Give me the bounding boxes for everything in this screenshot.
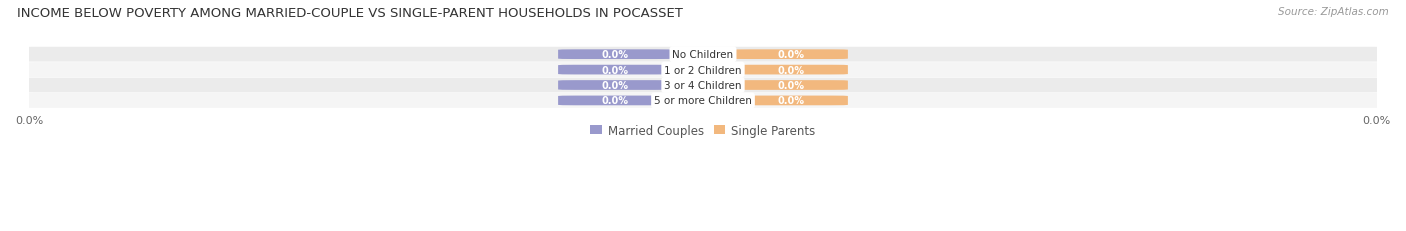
Text: No Children: No Children: [672, 50, 734, 60]
Text: 0.0%: 0.0%: [602, 50, 628, 60]
FancyBboxPatch shape: [734, 96, 848, 106]
FancyBboxPatch shape: [734, 65, 848, 75]
Legend: Married Couples, Single Parents: Married Couples, Single Parents: [588, 122, 818, 140]
Text: 0.0%: 0.0%: [778, 50, 804, 60]
FancyBboxPatch shape: [558, 96, 672, 106]
Text: 0.0%: 0.0%: [602, 96, 628, 106]
Text: 0.0%: 0.0%: [778, 81, 804, 91]
FancyBboxPatch shape: [8, 48, 1398, 62]
Text: 5 or more Children: 5 or more Children: [654, 96, 752, 106]
Text: 0.0%: 0.0%: [778, 96, 804, 106]
FancyBboxPatch shape: [734, 50, 848, 60]
Text: 0.0%: 0.0%: [602, 81, 628, 91]
Text: Source: ZipAtlas.com: Source: ZipAtlas.com: [1278, 7, 1389, 17]
Text: 0.0%: 0.0%: [778, 65, 804, 75]
Text: 1 or 2 Children: 1 or 2 Children: [664, 65, 742, 75]
FancyBboxPatch shape: [558, 50, 672, 60]
FancyBboxPatch shape: [8, 63, 1398, 78]
Text: 0.0%: 0.0%: [602, 65, 628, 75]
FancyBboxPatch shape: [8, 78, 1398, 93]
FancyBboxPatch shape: [8, 94, 1398, 108]
FancyBboxPatch shape: [558, 81, 672, 91]
Text: INCOME BELOW POVERTY AMONG MARRIED-COUPLE VS SINGLE-PARENT HOUSEHOLDS IN POCASSE: INCOME BELOW POVERTY AMONG MARRIED-COUPL…: [17, 7, 683, 20]
FancyBboxPatch shape: [734, 81, 848, 91]
Text: 3 or 4 Children: 3 or 4 Children: [664, 81, 742, 91]
FancyBboxPatch shape: [558, 65, 672, 75]
